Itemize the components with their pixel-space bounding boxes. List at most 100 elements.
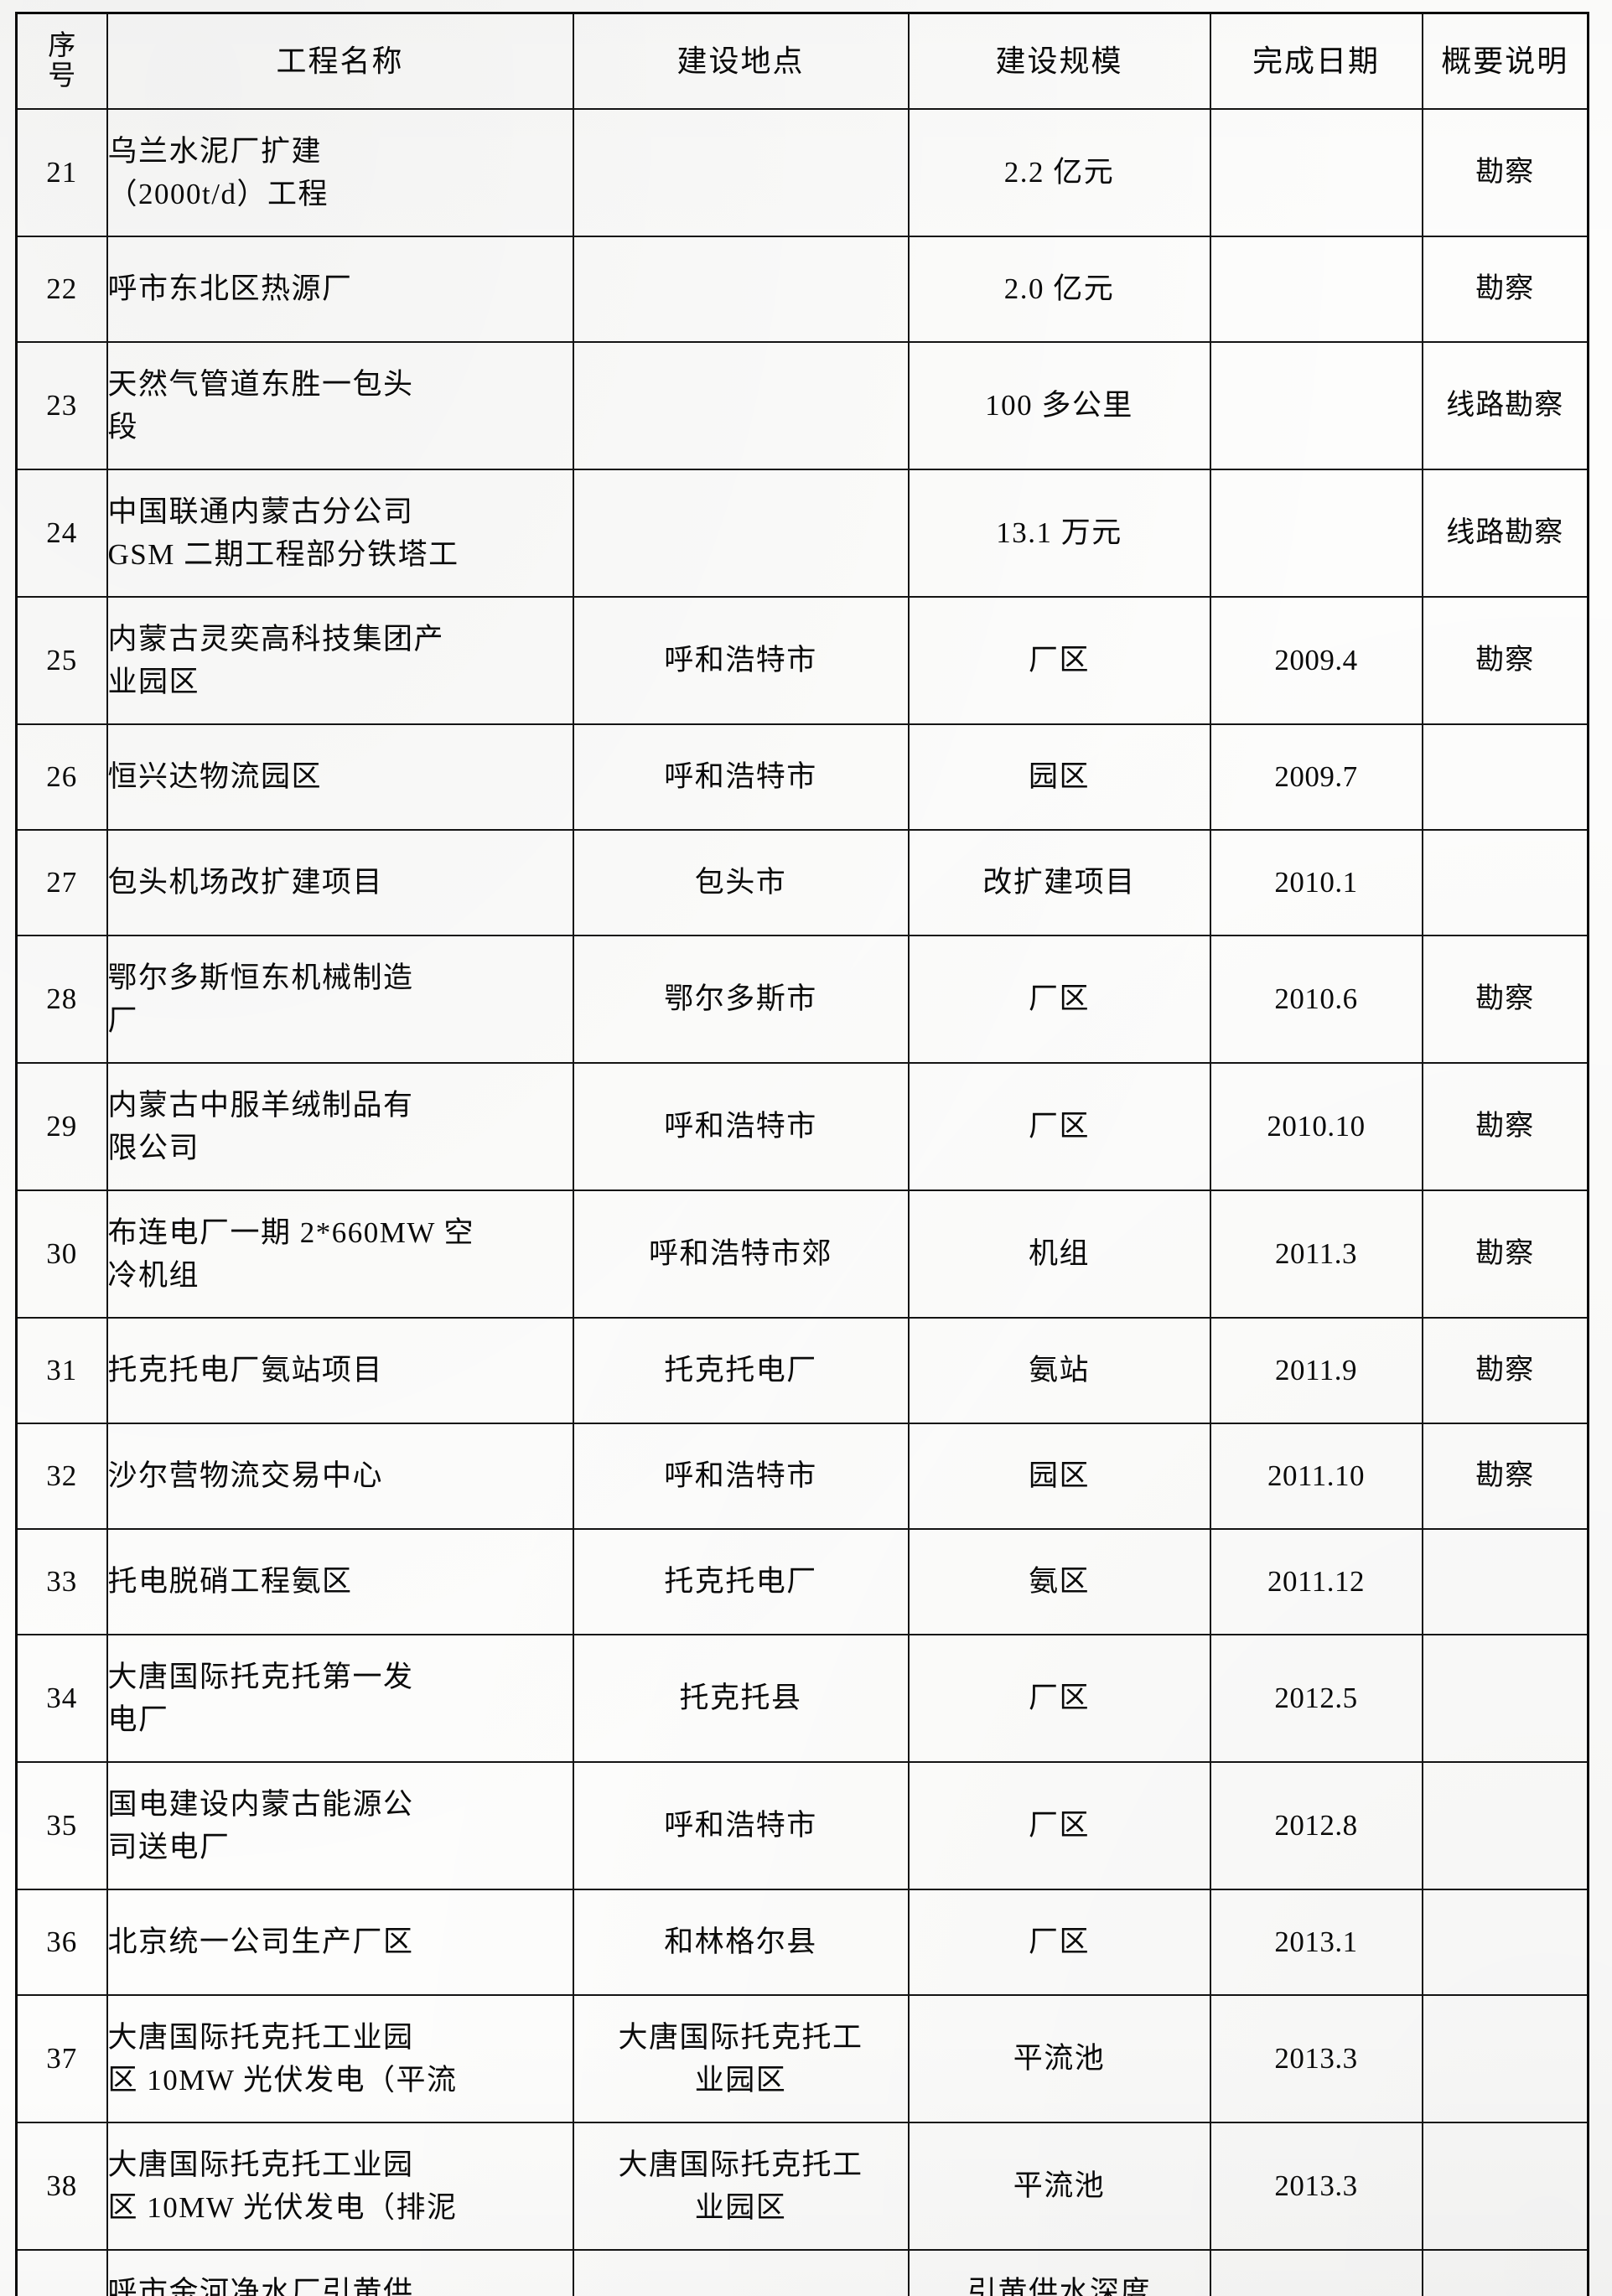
- cell-scale: 氨区: [907, 1528, 1211, 1635]
- cell-seq: 29: [15, 1062, 108, 1191]
- cell-name: 大唐国际托克托第一发 电厂: [106, 1634, 574, 1763]
- table-row: 21 乌兰水泥厂扩建 （2000t/d）工程 2.2 亿元 勘察: [15, 108, 1589, 237]
- cell-seq: 36: [15, 1889, 108, 1996]
- cell-date: 2013.3: [1209, 2249, 1423, 2296]
- cell-seq: 39: [15, 2249, 108, 2296]
- cell-site: 呼市金河净水厂: [572, 2249, 910, 2296]
- cell-note: [1421, 829, 1589, 936]
- cell-scale: 2.2 亿元: [907, 108, 1211, 237]
- cell-seq: 35: [15, 1761, 108, 1890]
- table-row: 39呼市金河净水厂引黄供水深度处理工程呼市金河净水厂引黄供水深度处理车间2013…: [15, 2249, 1589, 2296]
- cell-note: [1421, 1761, 1589, 1890]
- cell-scale: 厂区: [907, 1761, 1211, 1890]
- cell-name: 乌兰水泥厂扩建 （2000t/d）工程: [106, 108, 574, 237]
- cell-name: 恒兴达物流园区: [106, 723, 574, 831]
- cell-scale: 厂区: [907, 1634, 1211, 1763]
- cell-note: 勘察: [1421, 1189, 1589, 1319]
- cell-note: [1421, 2122, 1589, 2251]
- table-row: 32 沙尔营物流交易中心 呼和浩特市 园区 2011.10 勘察: [15, 1423, 1589, 1530]
- cell-scale: 引黄供水深度处理车间: [907, 2249, 1211, 2296]
- cell-scale: 厂区: [907, 1889, 1211, 1996]
- cell-name: 国电建设内蒙古能源公 司送电厂: [106, 1761, 574, 1890]
- cell-name: 中国联通内蒙古分公司 GSM 二期工程部分铁塔工: [106, 469, 574, 598]
- cell-note: [1421, 1994, 1589, 2123]
- cell-date: 2012.8: [1209, 1761, 1423, 1890]
- cell-name: 呼市金河净水厂引黄供水深度处理工程: [106, 2249, 574, 2296]
- column-header-seq-line2: 号: [48, 61, 76, 91]
- cell-scale: 厂区: [907, 1062, 1211, 1191]
- cell-note: 勘察: [1421, 108, 1589, 237]
- cell-name: 包头机场改扩建项目: [106, 829, 574, 936]
- cell-date: 2011.12: [1209, 1528, 1423, 1635]
- cell-scale: 平流池: [907, 1994, 1211, 2123]
- cell-date: [1209, 341, 1423, 470]
- table-header-row: 序 号 工程名称 建设地点 建设规模 完成日期 概要说明: [15, 12, 1589, 110]
- cell-note: 勘察: [1421, 596, 1589, 725]
- cell-date: 2012.5: [1209, 1634, 1423, 1763]
- cell-scale: 13.1 万元: [907, 469, 1211, 598]
- table-header: 序 号 工程名称 建设地点 建设规模 完成日期 概要说明: [15, 12, 1589, 110]
- projects-table: 序 号 工程名称 建设地点 建设规模 完成日期 概要说明 21 乌兰水泥厂扩建 （2…: [15, 12, 1589, 2296]
- cell-seq: 30: [15, 1189, 108, 1319]
- cell-date: 2013.3: [1209, 1994, 1423, 2123]
- cell-note: 勘察: [1421, 1062, 1589, 1191]
- cell-seq: 21: [15, 108, 108, 237]
- table-row: 25 内蒙古灵奕高科技集团产 业园区 呼和浩特市 厂区 2009.4 勘察: [15, 596, 1589, 725]
- cell-name: 托电脱硝工程氨区: [106, 1528, 574, 1635]
- cell-site: 托克托县: [572, 1634, 910, 1763]
- table-row: 33 托电脱硝工程氨区 托克托电厂 氨区 2011.12: [15, 1528, 1589, 1635]
- cell-name: 布连电厂一期 2*660MW 空冷机组: [106, 1189, 574, 1319]
- column-header-site: 建设地点: [572, 12, 910, 110]
- cell-seq: 31: [15, 1317, 108, 1424]
- cell-name: 大唐国际托克托工业园区 10MW 光伏发电（排泥: [106, 2122, 574, 2251]
- cell-site: [572, 236, 910, 343]
- cell-seq: 33: [15, 1528, 108, 1635]
- cell-site: 包头市: [572, 829, 910, 936]
- cell-site: 呼和浩特市: [572, 1062, 910, 1191]
- cell-note: 勘察: [1421, 935, 1589, 1064]
- cell-name: 内蒙古中服羊绒制品有 限公司: [106, 1062, 574, 1191]
- cell-date: 2011.10: [1209, 1423, 1423, 1530]
- cell-site: [572, 469, 910, 598]
- cell-seq: 32: [15, 1423, 108, 1530]
- cell-site: 托克托电厂: [572, 1528, 910, 1635]
- table-row: 34 大唐国际托克托第一发 电厂 托克托县 厂区 2012.5: [15, 1634, 1589, 1763]
- cell-note: 勘察: [1421, 1423, 1589, 1530]
- table-row: 37 大唐国际托克托工业园区 10MW 光伏发电（平流 大唐国际托克托工 业园区 平流池…: [15, 1994, 1589, 2123]
- cell-seq: 27: [15, 829, 108, 936]
- cell-date: [1209, 469, 1423, 598]
- cell-site: 大唐国际托克托工 业园区: [572, 2122, 910, 2251]
- cell-scale: 平流池: [907, 2122, 1211, 2251]
- column-header-note: 概要说明: [1421, 12, 1589, 110]
- cell-site: 呼和浩特市: [572, 1423, 910, 1530]
- cell-note: 勘察: [1421, 1317, 1589, 1424]
- cell-date: 2009.4: [1209, 596, 1423, 725]
- table-row: 31 托克托电厂氨站项目 托克托电厂 氨站 2011.9 勘察: [15, 1317, 1589, 1424]
- cell-seq: 24: [15, 469, 108, 598]
- cell-site: 呼和浩特市郊: [572, 1189, 910, 1319]
- cell-seq: 37: [15, 1994, 108, 2123]
- column-header-seq-line1: 序: [48, 30, 76, 61]
- cell-site: [572, 108, 910, 237]
- cell-scale: 100 多公里: [907, 341, 1211, 470]
- table-row: 36 北京统一公司生产厂区 和林格尔县 厂区 2013.1: [15, 1889, 1589, 1996]
- table-row: 22 呼市东北区热源厂 2.0 亿元 勘察: [15, 236, 1589, 343]
- cell-note: [1421, 1634, 1589, 1763]
- cell-site: [572, 341, 910, 470]
- cell-date: 2013.3: [1209, 2122, 1423, 2251]
- column-header-seq: 序 号: [15, 12, 108, 110]
- cell-date: 2010.1: [1209, 829, 1423, 936]
- table-row: 30 布连电厂一期 2*660MW 空冷机组 呼和浩特市郊 机组 2011.3 勘察: [15, 1189, 1589, 1319]
- cell-site: 呼和浩特市: [572, 1761, 910, 1890]
- column-header-date: 完成日期: [1209, 12, 1423, 110]
- cell-seq: 38: [15, 2122, 108, 2251]
- cell-name: 呼市东北区热源厂: [106, 236, 574, 343]
- table-row: 38 大唐国际托克托工业园区 10MW 光伏发电（排泥 大唐国际托克托工 业园区 平流池…: [15, 2122, 1589, 2251]
- cell-seq: 28: [15, 935, 108, 1064]
- table-row: 24 中国联通内蒙古分公司 GSM 二期工程部分铁塔工 13.1 万元 线路勘察: [15, 469, 1589, 598]
- cell-seq: 25: [15, 596, 108, 725]
- cell-scale: 改扩建项目: [907, 829, 1211, 936]
- cell-scale: 厂区: [907, 596, 1211, 725]
- cell-date: 2013.1: [1209, 1889, 1423, 1996]
